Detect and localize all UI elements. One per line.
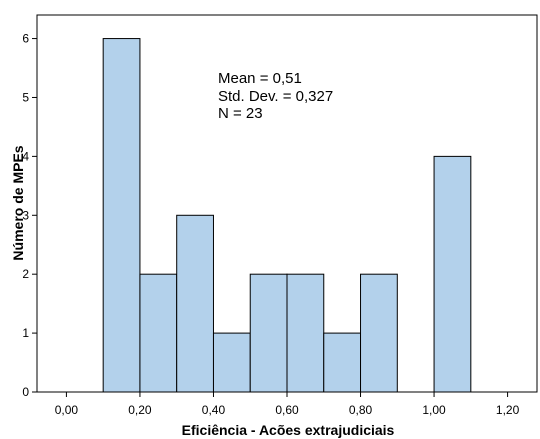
histogram-bar (249, 273, 288, 393)
y-axis-title: Número de MPEs (10, 145, 26, 260)
histogram-bar (212, 332, 251, 393)
y-ticks: 0 1 2 3 4 5 6 (22, 32, 37, 399)
x-tick-label: 0,00 (55, 403, 79, 417)
x-tick-label: 0,40 (202, 403, 226, 417)
stats-n: N = 23 (218, 105, 263, 122)
histogram-bar (323, 332, 362, 393)
x-tick-label: 1,00 (422, 403, 446, 417)
x-tick-label: 0,20 (128, 403, 152, 417)
histogram-bar (102, 38, 141, 393)
histogram-bar (433, 155, 472, 393)
histogram-bar (176, 214, 214, 393)
x-tick-label: 1,20 (496, 403, 520, 417)
y-tick-label: 4 (22, 149, 29, 163)
x-tick-label: 0,80 (349, 403, 373, 417)
histogram-bar (286, 273, 325, 393)
histogram-bar (360, 273, 398, 393)
x-tick-label: 0,60 (275, 403, 299, 417)
x-axis-title: Eficiência - Acões extrajudiciais (182, 422, 395, 438)
y-tick-label: 5 (22, 90, 29, 104)
y-tick-label: 3 (22, 208, 29, 222)
stats-std-dev: Std. Dev. = 0,327 (218, 88, 333, 105)
bars-group (102, 38, 472, 393)
y-tick-label: 2 (22, 267, 29, 281)
histogram-bar (139, 273, 178, 393)
stats-mean: Mean = 0,51 (218, 70, 302, 87)
y-tick-label: 6 (22, 32, 29, 46)
x-ticks: 0,00 0,20 0,40 0,60 0,80 1,00 1,20 (55, 392, 520, 417)
y-tick-label: 0 (22, 385, 29, 399)
y-tick-label: 1 (22, 326, 29, 340)
